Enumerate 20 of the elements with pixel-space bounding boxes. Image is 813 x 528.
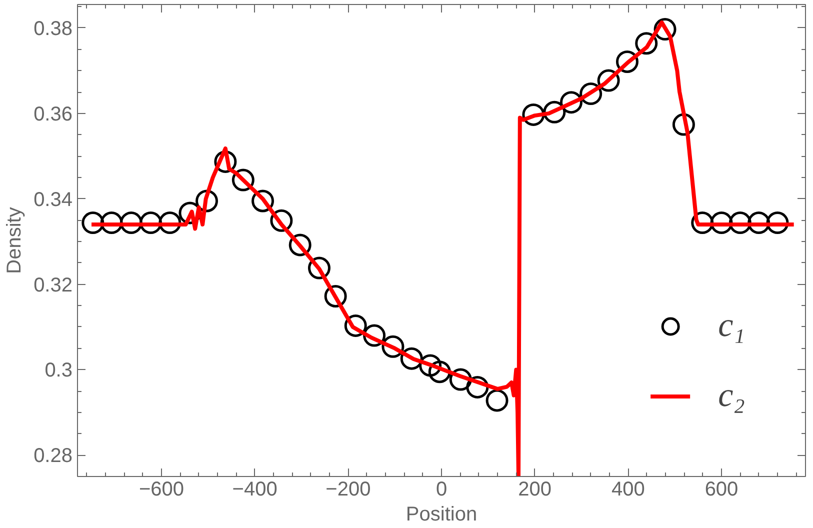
x-tick-label: 600	[704, 478, 738, 500]
y-tick-label: 0.32	[34, 274, 73, 296]
y-tick-label: 0.38	[34, 18, 73, 40]
point	[486, 389, 508, 412]
point	[82, 212, 104, 234]
x-tick-label: 400	[611, 478, 645, 500]
x-tick-label: −600	[138, 478, 184, 500]
legend-label: c₁	[718, 307, 745, 345]
x-tick-label: 0	[436, 478, 448, 500]
x-tick-label: 200	[518, 478, 552, 500]
y-tick-label: 0.34	[34, 188, 73, 211]
y-tick-label: 0.3	[44, 360, 73, 382]
line-series	[90, 20, 796, 476]
x-tick-label: −400	[232, 478, 278, 500]
y-axis-title: Density	[4, 207, 26, 274]
legend-label: c₂	[718, 377, 745, 415]
x-axis-title: Position	[406, 504, 478, 526]
x-tick-label: −200	[326, 478, 371, 500]
y-tick-label: 0.28	[34, 445, 73, 468]
y-tick-label: 0.36	[34, 103, 73, 126]
